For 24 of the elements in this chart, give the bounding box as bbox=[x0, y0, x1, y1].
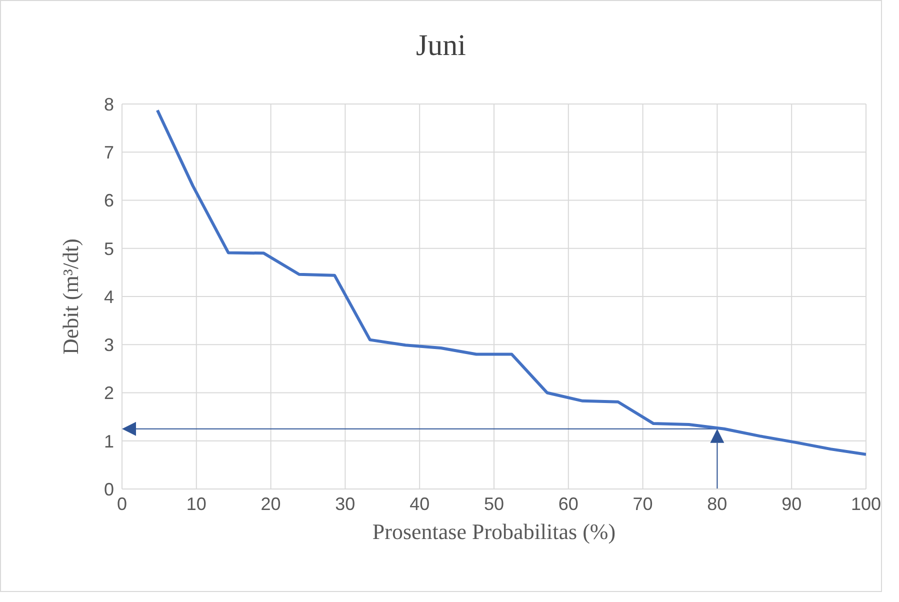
x-tick-label: 10 bbox=[186, 494, 206, 514]
y-tick-label: 2 bbox=[104, 383, 114, 404]
x-tick-label: 40 bbox=[410, 494, 430, 514]
y-tick-label: 7 bbox=[104, 142, 114, 163]
x-tick-label: 30 bbox=[335, 494, 356, 514]
x-tick-label: 50 bbox=[484, 494, 504, 514]
x-tick-label: 80 bbox=[707, 494, 728, 514]
chart-title: Juni bbox=[414, 29, 467, 63]
x-tick-label: 20 bbox=[260, 494, 281, 514]
x-tick-label: 60 bbox=[558, 494, 578, 514]
x-tick-label: 100 bbox=[850, 494, 882, 514]
line-series bbox=[156, 108, 866, 456]
y-tick-label: 4 bbox=[104, 286, 114, 307]
y-tick-label: 5 bbox=[104, 238, 114, 259]
y-tick-label: 1 bbox=[104, 431, 114, 452]
y-axis-title: Debit (m³/dt) bbox=[58, 238, 83, 354]
x-tick-label: 0 bbox=[116, 494, 128, 514]
y-tick-label: 3 bbox=[104, 335, 114, 356]
y-tick-label: 0 bbox=[104, 479, 114, 500]
y-tick-label: 6 bbox=[104, 190, 114, 211]
x-tick-label: 90 bbox=[782, 494, 802, 514]
y-tick-label: 8 bbox=[104, 94, 114, 114]
x-tick-label: 70 bbox=[632, 494, 653, 514]
x-axis-title: Prosentase Probabilitas (%) bbox=[372, 519, 616, 544]
